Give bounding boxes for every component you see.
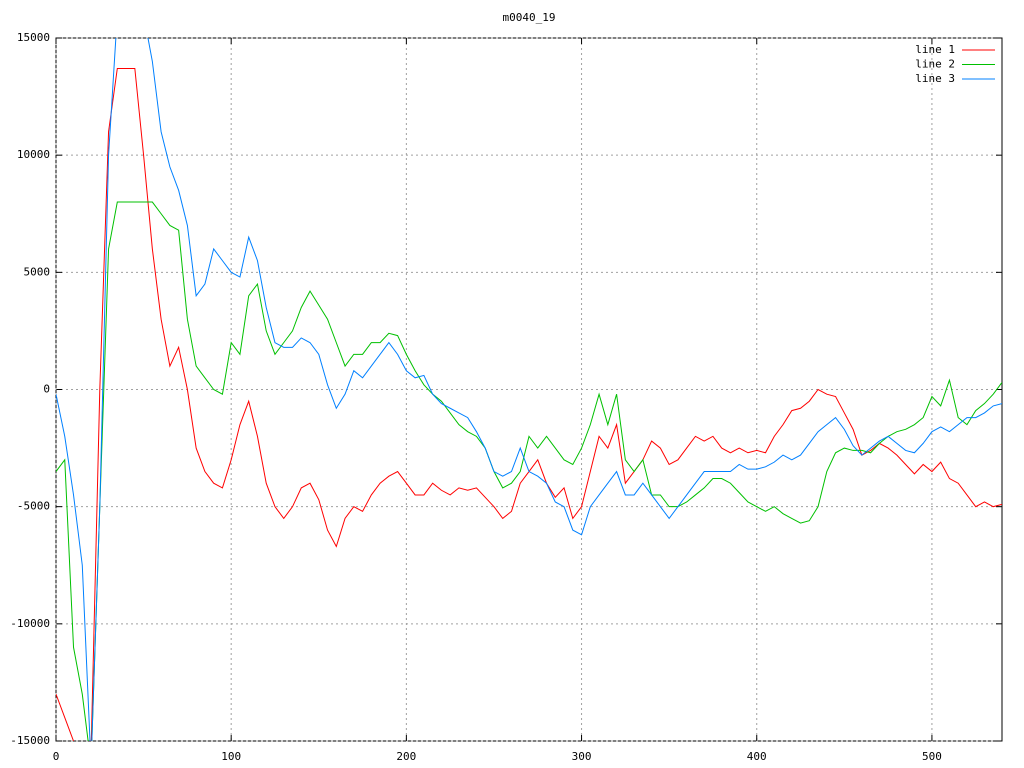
legend-label: line 1 bbox=[915, 43, 955, 56]
series-line bbox=[56, 201, 1002, 741]
series-line bbox=[56, 67, 1002, 741]
y-tick-label: -5000 bbox=[17, 500, 50, 513]
x-tick-label: 300 bbox=[572, 750, 592, 763]
legend-label: line 2 bbox=[915, 58, 955, 71]
x-tick-label: 100 bbox=[221, 750, 241, 763]
x-tick-label: 200 bbox=[396, 750, 416, 763]
y-tick-label: 15000 bbox=[17, 31, 50, 44]
x-tick-label: 400 bbox=[747, 750, 767, 763]
series-line bbox=[56, 38, 1002, 741]
y-tick-label: 5000 bbox=[24, 265, 51, 278]
plot-area bbox=[56, 38, 1002, 741]
y-tick-label: -10000 bbox=[10, 617, 50, 630]
y-tick-label: 10000 bbox=[17, 148, 50, 161]
y-tick-label: 0 bbox=[43, 383, 50, 396]
legend-label: line 3 bbox=[915, 72, 955, 85]
x-tick-label: 500 bbox=[922, 750, 942, 763]
chart-title: m0040_19 bbox=[503, 11, 556, 24]
y-tick-label: -15000 bbox=[10, 734, 50, 747]
x-tick-label: 0 bbox=[53, 750, 60, 763]
